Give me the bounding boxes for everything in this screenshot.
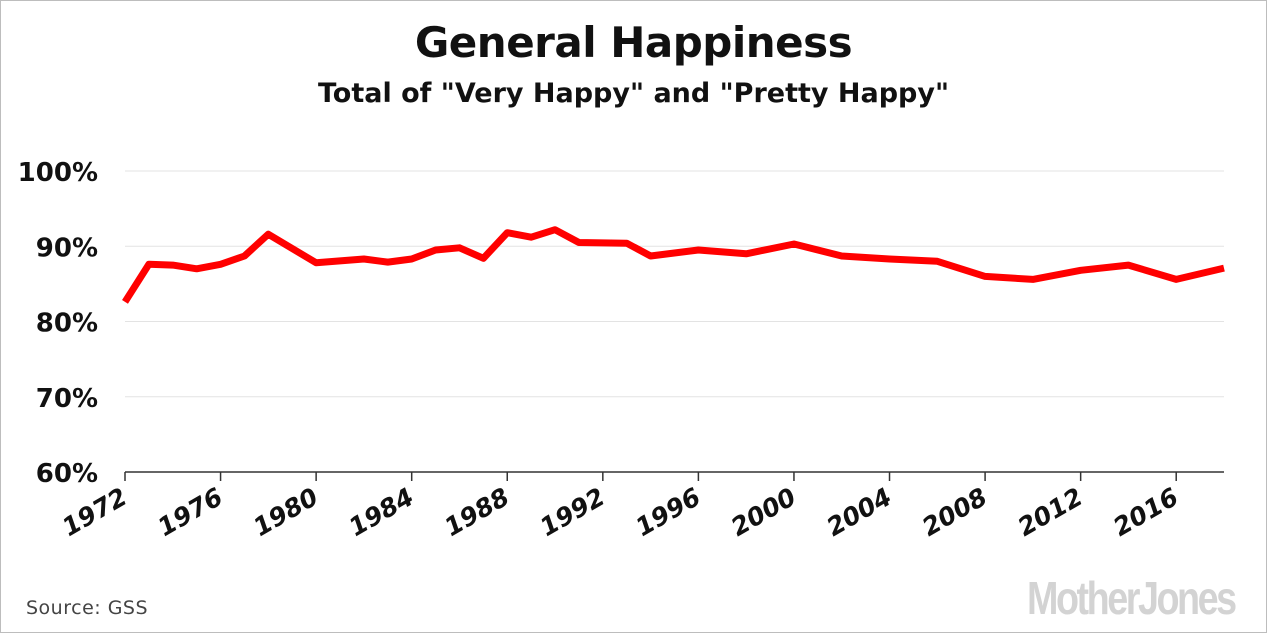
x-tick-label: 2000 <box>726 482 801 542</box>
x-tick-label: 1988 <box>439 482 514 542</box>
y-tick-label: 60% <box>36 459 98 489</box>
happiness-series-line <box>122 226 1225 304</box>
x-tick-label: 2004 <box>822 482 897 542</box>
chart-subtitle: Total of "Very Happy" and "Pretty Happy" <box>317 78 950 109</box>
y-tick-label: 70% <box>36 384 98 414</box>
y-tick-label: 100% <box>18 158 98 188</box>
x-tick-label: 1992 <box>535 482 610 542</box>
x-tick-label: 1972 <box>57 482 132 542</box>
x-tick-label: 2016 <box>1108 482 1183 542</box>
mother-jones-logo: MotherJones <box>1027 572 1237 624</box>
x-tick-label: 1984 <box>344 482 419 542</box>
x-tick-label: 2012 <box>1013 482 1088 542</box>
chart-title: General Happiness <box>414 18 853 67</box>
x-tick-label: 1980 <box>248 482 323 542</box>
y-tick-label: 80% <box>36 309 98 339</box>
y-tick-label: 90% <box>36 233 98 263</box>
x-tick-label: 2008 <box>917 482 992 542</box>
x-tick-label: 1996 <box>631 482 706 542</box>
source-note: Source: GSS <box>26 597 149 619</box>
x-tick-label: 1976 <box>153 482 228 542</box>
